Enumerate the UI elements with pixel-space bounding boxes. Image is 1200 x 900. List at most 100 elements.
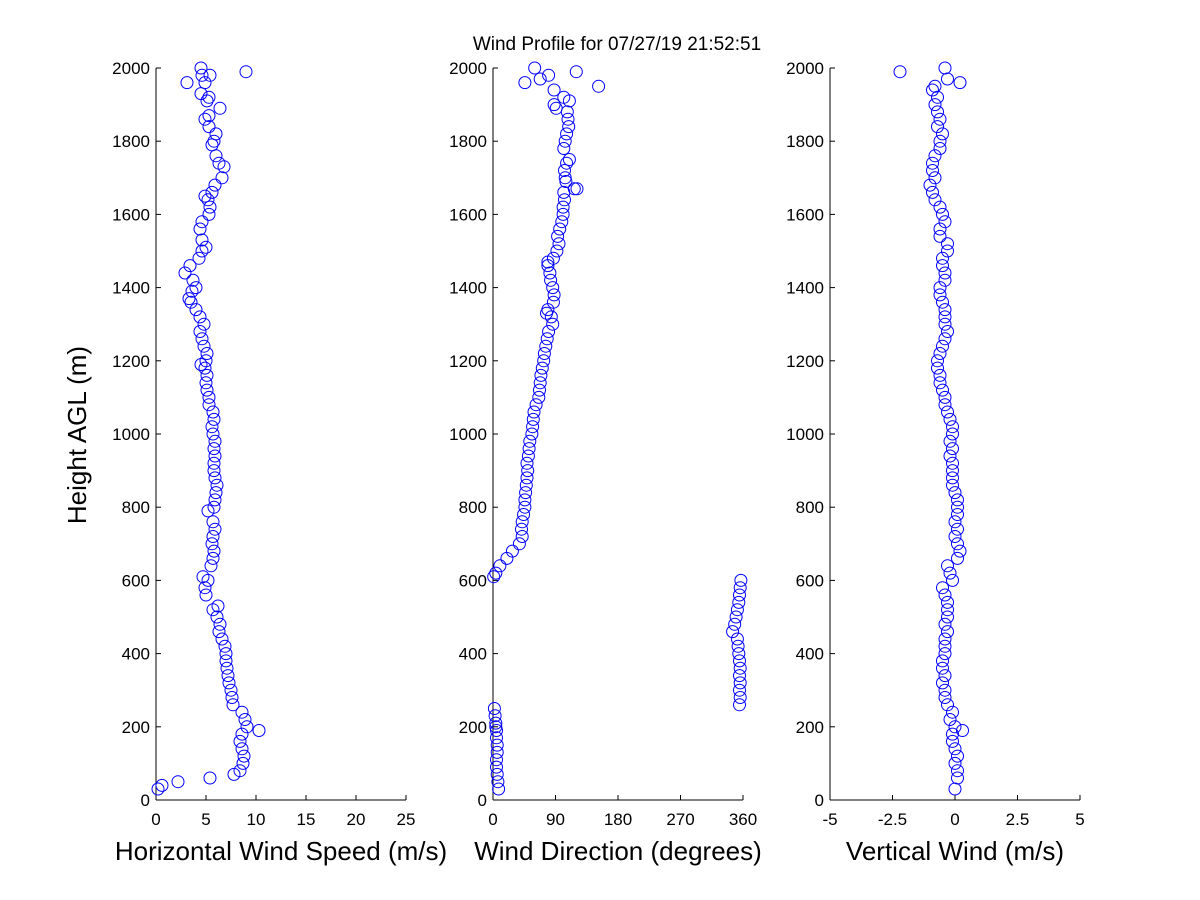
y-tick-label: 600 [122,571,150,590]
data-point [933,222,947,236]
data-point [490,738,504,752]
data-point [933,347,947,360]
data-point [533,72,547,86]
data-point [550,244,564,258]
data-point [492,782,506,796]
data-point [562,120,576,134]
data-point [558,171,572,185]
x-tick-label: 0 [488,810,497,829]
data-point [198,112,212,126]
data-point [236,756,250,770]
panel-1: 0 200 400 600 800 1000 1200 1400 1600 1800 2000 0 5 1… [112,59,447,866]
data-point [936,207,949,221]
data-point [953,544,967,558]
data-point [936,383,949,397]
data-point [171,775,185,789]
data-point [731,639,745,653]
data-point [518,76,532,90]
data-point [521,449,535,463]
data-point [533,383,546,397]
data-point [207,442,221,456]
data-point [207,544,221,558]
panel-2: 0 200 400 600 800 1000 1200 1400 1600 1800 2000 0 90… [449,59,762,866]
data-point [938,669,952,683]
data-point [928,149,942,163]
data-point [206,551,220,565]
data-point [520,471,534,485]
data-point [943,566,957,580]
data-point [951,551,964,565]
data-point [951,493,964,507]
data-point [948,515,962,529]
data-point [202,90,216,104]
data-point [544,273,558,287]
data-point [182,292,196,306]
data-point [928,171,942,185]
data-point [490,745,504,759]
data-point [199,588,213,602]
data-point [953,76,967,90]
data-point [199,354,213,368]
data-point [520,456,534,470]
x-tick-label: 2.5 [1006,810,1030,829]
data-point [252,724,266,737]
data-point [195,215,209,229]
data-point [570,182,584,196]
data-point [933,200,947,214]
y-tick-label: 1400 [449,279,487,298]
data-point [938,683,952,697]
x-axis-label: Wind Direction (degrees) [474,836,762,866]
data-point [938,266,952,280]
data-point [733,654,746,668]
data-point [491,775,505,789]
data-point [237,749,251,763]
data-point [240,720,254,734]
data-point [733,698,746,712]
data-point [948,720,962,734]
data-point [201,193,215,207]
data-point [519,478,533,492]
y-axis-label: Height AGL (m) [62,346,92,524]
data-point [208,449,222,463]
data-point [938,398,952,412]
x-tick-label: 0 [950,810,959,829]
data-point [941,603,954,617]
data-point [946,456,959,470]
data-point [518,493,532,507]
data-point [523,434,537,448]
data-point [938,273,952,287]
data-point [211,599,225,613]
data-point [189,303,203,317]
y-tick-label: 0 [141,791,150,810]
data-point [200,347,214,360]
x-tick-label: 5 [1075,810,1084,829]
data-point [938,310,952,324]
y-tick-label: 1400 [786,279,824,298]
data-point [542,68,556,82]
data-point [941,237,954,251]
x-tick-label: 0 [151,810,160,829]
data-point [196,570,210,584]
data-point [951,537,964,551]
data-point [936,661,949,675]
data-point [946,734,959,748]
data-point [933,142,947,155]
data-point [222,676,236,690]
y-tick-label: 1800 [112,132,150,151]
data-point [198,76,212,90]
data-point [941,244,954,258]
data-point [533,376,547,390]
data-point [931,361,944,375]
data-point [567,182,581,196]
x-axis-label: Horizontal Wind Speed (m/s) [115,836,447,866]
data-point [198,189,212,203]
y-tick-label: 1200 [449,352,487,371]
data-point [936,127,949,141]
data-point [946,478,959,492]
data-point [487,702,501,715]
x-tick-label: 25 [397,810,416,829]
data-point [946,442,959,456]
y-tick-label: 0 [815,791,824,810]
data-point [193,310,207,324]
